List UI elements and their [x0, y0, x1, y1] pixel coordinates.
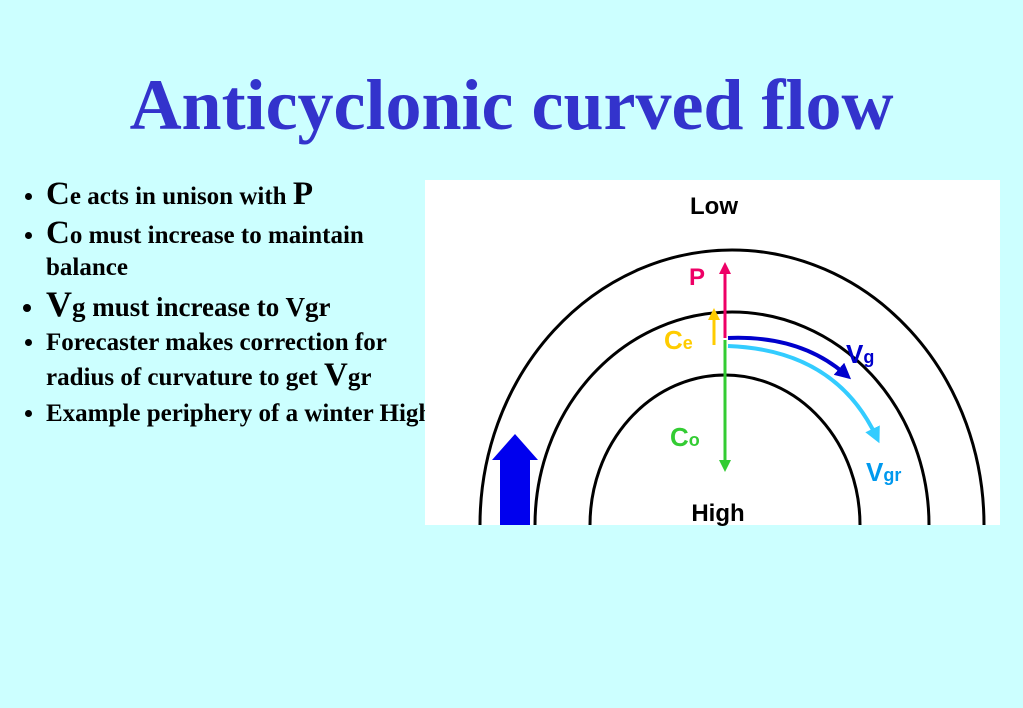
text: Example periphery of a winter High	[46, 400, 433, 427]
symbol: P	[292, 176, 313, 212]
symbol: V	[866, 457, 884, 487]
ce-label: Ce	[664, 325, 693, 355]
bullet: Forecaster makes correction for radius o…	[46, 327, 436, 394]
bullet: Co must increase to maintain balance	[46, 217, 436, 284]
isobar	[533, 310, 931, 526]
symbol: C	[670, 422, 689, 452]
symbol: V	[846, 339, 864, 369]
slide-title: Anticyclonic curved flow	[129, 65, 894, 145]
symbol: C	[664, 325, 683, 355]
text: g must increase to Vgr	[72, 292, 331, 322]
p-label: P	[689, 264, 705, 291]
vg-arrow	[727, 335, 852, 380]
isobar	[478, 248, 986, 526]
subscript: o	[689, 430, 700, 450]
bullet: Vg must increase to Vgr	[46, 286, 436, 323]
bullet: Ce acts in unison with P	[46, 178, 436, 213]
subscript: g	[863, 347, 874, 367]
vgr-label: Vgr	[866, 457, 901, 487]
bullet: Example periphery of a winter High	[46, 398, 436, 430]
vg-label: Vg	[846, 339, 874, 369]
symbol: C	[46, 215, 70, 251]
text: gr	[347, 364, 372, 391]
symbol: V	[46, 284, 72, 324]
high-label: High	[691, 500, 744, 527]
text: o must increase to maintain balance	[46, 222, 364, 281]
text: Forecaster makes correction for radius o…	[46, 329, 387, 391]
symbol: C	[46, 176, 70, 212]
low-label: Low	[690, 193, 738, 220]
co-label: Co	[670, 422, 700, 452]
flow-arrow	[492, 434, 538, 525]
subscript: e	[683, 333, 693, 353]
text: e acts in unison with	[69, 183, 287, 210]
vgr-arrow	[727, 344, 880, 444]
subscript: gr	[883, 465, 901, 485]
bullet-list: Ce acts in unison with P Co must increas…	[10, 178, 436, 434]
symbol: V	[323, 357, 348, 393]
